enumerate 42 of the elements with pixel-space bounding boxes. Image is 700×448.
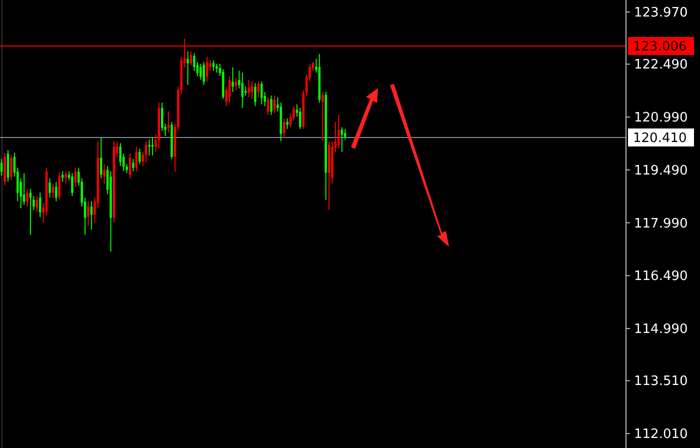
y-tick-label: 123.970 xyxy=(634,6,688,21)
candlestick xyxy=(135,146,138,172)
y-tick-label: 122.490 xyxy=(634,58,688,73)
candlestick xyxy=(340,126,344,152)
candlestick xyxy=(338,114,340,149)
candlestick xyxy=(39,192,42,218)
candlestick xyxy=(55,181,58,202)
candlestick xyxy=(248,79,250,98)
candlestick xyxy=(138,148,141,165)
candlestick xyxy=(282,118,286,138)
candlestick xyxy=(260,80,263,105)
y-tick-label: 117.990 xyxy=(634,216,688,232)
y-tick-label: 112.010 xyxy=(634,427,688,442)
candlestick xyxy=(270,95,272,116)
y-tick-label: 116.490 xyxy=(634,269,688,284)
candlestick xyxy=(254,82,256,107)
candlestick xyxy=(250,80,254,100)
candlestick xyxy=(26,188,28,208)
candlestick xyxy=(64,170,67,184)
candlestick xyxy=(71,172,74,196)
y-tick-label: 120.990 xyxy=(634,110,688,126)
candlestick xyxy=(186,50,189,86)
candlestick xyxy=(132,158,134,172)
candlestick xyxy=(74,167,77,188)
candlestick xyxy=(148,139,150,156)
candlestick xyxy=(103,164,106,184)
y-tick-label: 119.490 xyxy=(634,163,688,178)
ref-line-label: 123.006 xyxy=(633,40,687,55)
ref-line-label: 120.410 xyxy=(633,131,687,146)
candlestick xyxy=(200,63,202,80)
y-tick-label: 114.990 xyxy=(634,322,688,338)
candlestick xyxy=(48,178,51,198)
candlestick xyxy=(286,118,288,130)
candlestick xyxy=(202,62,205,86)
candlestick xyxy=(232,66,234,92)
candlestick xyxy=(212,60,215,72)
candlestick xyxy=(10,154,12,181)
candlestick xyxy=(322,91,324,142)
candlestick xyxy=(299,107,302,130)
candlestick xyxy=(87,200,90,226)
y-tick-label: 113.510 xyxy=(634,374,688,390)
candlestick xyxy=(206,56,208,82)
